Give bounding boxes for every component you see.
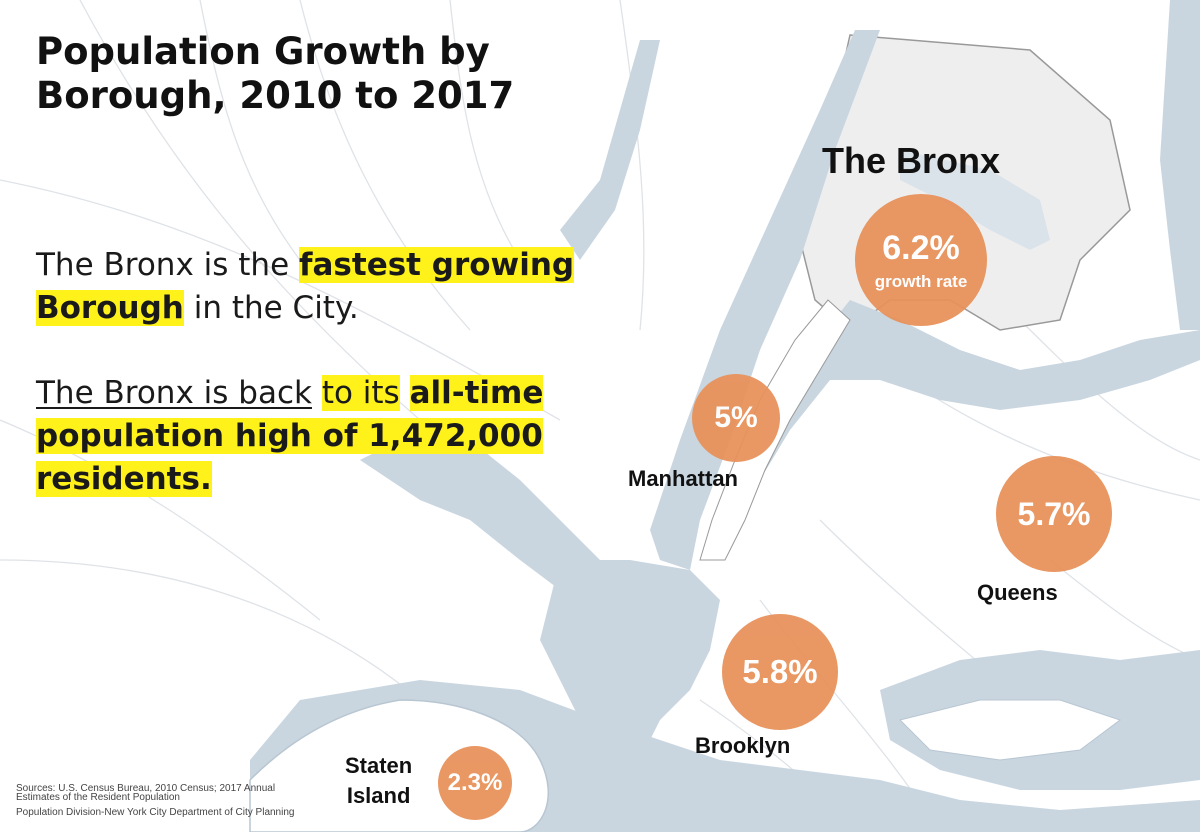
sources-note: Sources: U.S. Census Bureau, 2010 Census…	[16, 782, 294, 819]
statement1-part1: The Bronx is the	[36, 247, 290, 283]
growth-bronx-sub: growth rate	[874, 271, 968, 291]
bubble-brooklyn: 5.8%	[722, 614, 838, 730]
growth-bronx: 6.2%	[882, 228, 960, 267]
statement1-part2: in the City.	[193, 290, 359, 326]
bubble-manhattan: 5%	[692, 374, 780, 462]
sources-line3: Population Division-New York City Depart…	[16, 807, 295, 818]
label-manhattan: Manhattan	[628, 466, 738, 491]
page-title: Population Growth by Borough, 2010 to 20…	[36, 30, 515, 117]
bubble-bronx: 6.2% growth rate	[855, 194, 987, 326]
sources-line1: Sources: U.S. Census Bureau, 2010 Census…	[16, 783, 276, 794]
growth-queens: 5.7%	[1017, 495, 1091, 532]
growth-manhattan: 5%	[714, 401, 758, 434]
statement2-part1: to its	[321, 375, 400, 411]
statement2-underlined: The Bronx is back	[36, 375, 312, 411]
label-bronx: The Bronx	[822, 140, 1001, 181]
sources-line2: Estimates of the Resident Population	[16, 792, 180, 803]
label-brooklyn: Brooklyn	[695, 733, 791, 758]
label-staten-line2: Island	[346, 783, 411, 808]
bubble-queens: 5.7%	[996, 456, 1112, 572]
bubble-staten-island: 2.3%	[438, 746, 512, 820]
label-staten-line1: Staten	[345, 753, 413, 778]
upper-bay	[540, 560, 720, 760]
statement-all-time-high: The Bronx is back to its all-time popula…	[36, 372, 596, 501]
statement-fastest-growing: The Bronx is the fastest growing Borough…	[36, 244, 596, 330]
east-river	[730, 300, 1200, 520]
growth-brooklyn: 5.8%	[742, 653, 818, 690]
growth-staten-island: 2.3%	[447, 769, 503, 796]
label-queens: Queens	[977, 580, 1058, 605]
label-staten-island: Staten Island	[345, 751, 412, 811]
